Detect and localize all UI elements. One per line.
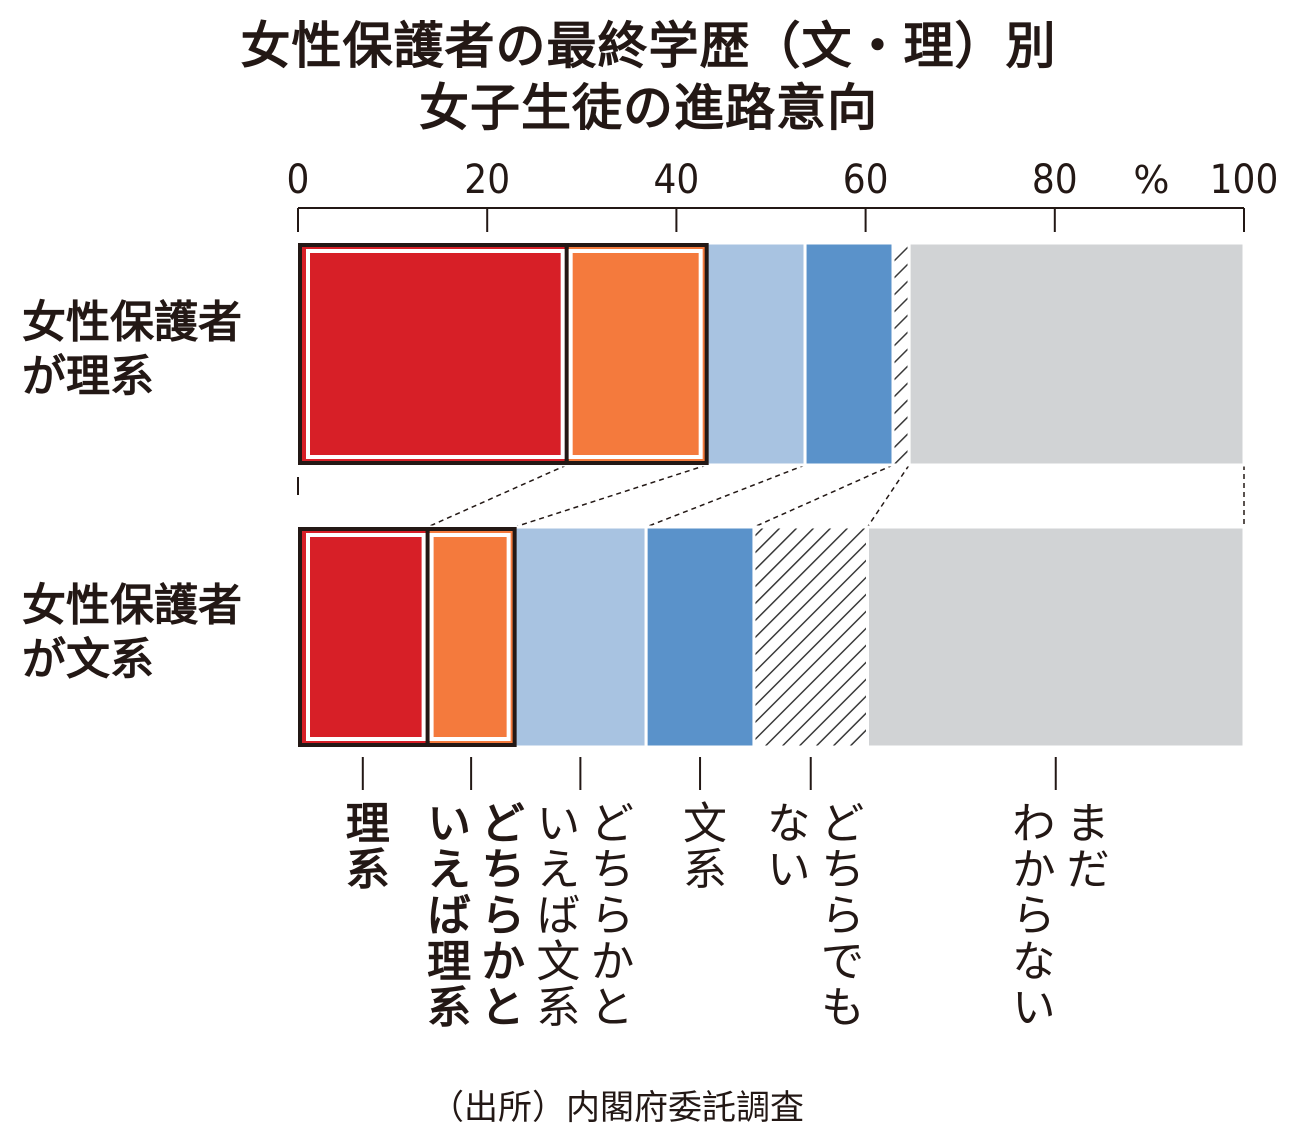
bar-segment [565,241,709,467]
segment-connector [645,464,806,528]
legend-label-line: いえば理系 [419,800,471,1030]
row-label: 女性保護者 が理系 [22,296,292,404]
x-tick-label: 60 [843,157,889,203]
legend-label: まだ わからない [1002,800,1110,1030]
bar-segment [907,241,1246,467]
segment-connector [514,464,707,528]
highlight-inner [568,249,703,459]
bar-segment [705,241,807,467]
highlight-inner [429,533,511,741]
legend-label-line: どちらかと [473,800,525,1030]
legend-label-line: ない [758,800,810,892]
legend-label: どちらでも ない [757,800,865,1030]
bar-segment [426,525,517,749]
chart-subtitle: 女子生徒の進路意向 [419,79,878,137]
legend-label-line: わからない [1003,800,1055,1030]
segment-connector [753,464,894,528]
x-tick-label: 0 [287,157,310,203]
source-note: （出所）内閣府委託調査 [430,1088,804,1128]
bar-segment [752,525,869,749]
x-tick-label: 80 [1032,157,1078,203]
row-label-line: が文系 [22,634,154,685]
highlight-inner [306,533,426,741]
bar-segment [513,525,648,749]
legend-label: どちらかと いえば理系 [417,800,525,1030]
row-label-line: が理系 [22,351,154,402]
segment-connector [427,464,567,528]
bar-segment [891,241,911,467]
x-tick-label: 100 [1210,157,1279,203]
highlight-box [564,243,709,465]
bar-segment [865,525,1246,749]
bar-segment [803,241,895,467]
x-tick-label: 40 [654,157,700,203]
legend-label-line: まだ [1057,800,1109,892]
highlight-inner [306,249,565,459]
legend-label-line: どちらかと [582,800,634,1030]
legend-label-line: いえば文系 [528,800,580,1030]
legend-label-line: 文系 [675,800,727,892]
legend-label-line: どちらでも [812,800,864,1030]
legend-label-line: 理系 [337,800,389,892]
x-tick-label: 20 [464,157,510,203]
row-label: 女性保護者 が文系 [22,579,292,687]
row-label-line: 女性保護者 [22,580,242,631]
highlight-box [425,527,517,747]
legend-label: どちらかと いえば文系 [526,800,634,1030]
legend-label: 理系 [336,800,390,892]
row-label-line: 女性保護者 [22,297,242,348]
bar-segment [296,525,430,749]
bar-segment [296,241,569,467]
chart-title: 女性保護者の最終学歴（文・理）別 [240,17,1057,75]
legend-label: 文系 [673,800,727,892]
segment-connector [866,464,910,528]
bar-segment [644,525,756,749]
x-unit-label: % [1133,158,1169,202]
